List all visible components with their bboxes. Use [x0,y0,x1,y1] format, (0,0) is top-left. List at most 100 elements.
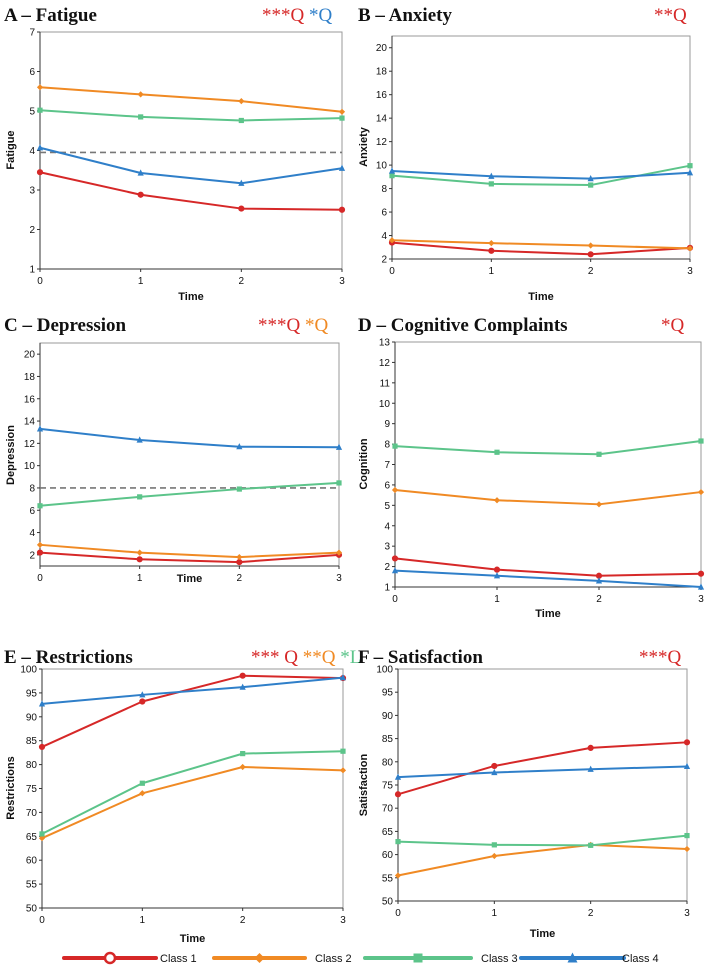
panel-e-class-3-series [39,748,346,837]
panel-e-class-3-point-2 [240,751,246,757]
panel-b-class-2-point-1 [488,240,495,247]
panel-c-ytick-4: 4 [29,528,35,539]
panel-d-class-3-line [394,440,702,456]
panel-c-class-3-line [39,481,340,507]
panel-d-xtick-2: 2 [596,594,602,605]
panel-c-xtick-0: 0 [37,573,43,584]
panel-e-class-2-series [38,763,347,842]
panel-f-class-4-point-3 [683,762,691,770]
panel-d-ytick-4: 4 [384,521,390,532]
panel-f-class-2-series [394,841,691,879]
panel-d-xtick-0: 0 [392,594,398,605]
panel-f-class-1-point-3 [683,739,691,746]
panel-b-plot-frame [391,35,691,260]
panel-a-ytick-6: 6 [29,67,35,78]
panel-b-xlabel: Time [528,291,553,303]
panel-f-significance: ***Q [639,647,682,668]
panel-c-class-4-point-0 [36,425,44,432]
panel-f-class-3-line [397,834,688,847]
legend-class-4-marker [567,952,578,963]
legend-class-1-label: Class 1 [160,953,197,965]
panel-e-class-2-point-2 [239,763,246,771]
panel-a-class-4-point-2 [238,179,245,186]
panel-b-class-2-point-2 [587,242,594,249]
panel-e-class-2-line [41,765,344,840]
panel-b-class-3-point-1 [488,181,494,187]
panel-a-class-1-point-3 [338,206,346,213]
panel-f-class-3-point-2 [588,842,594,848]
panel-c-class-1-point-2 [236,558,243,566]
panel-e-significance-3: *L [335,647,361,668]
panel-a-class-2-point-2 [238,98,245,105]
panel-e-ytick-70: 70 [26,808,38,819]
panel-c-class-2-point-1 [136,549,143,556]
panel-b-xtick-1: 1 [489,266,495,277]
panel-d-ytick-10: 10 [379,399,391,410]
panel-d-class-4-line [394,569,702,588]
panel-d-class-3-point-3 [698,438,704,444]
panel-f-class-4-point-2 [587,765,594,772]
panel-a-class-3-series [37,107,345,124]
panel-b-class-3-point-0 [389,173,395,179]
legend: Class 1 Class 2 Class 3 Class 4 [62,951,659,965]
panel-a-ytick-4: 4 [29,146,35,157]
panel-c-ytick-6: 6 [29,506,35,517]
panel-d-class-4-point-2 [595,577,603,584]
panel-a-class-2-point-0 [36,84,44,91]
panel-d-ytick-12: 12 [379,358,391,369]
panel-a-xtick-1: 1 [138,276,144,287]
panel-e-xtick-1: 1 [140,915,146,926]
panel-a-class-4-point-1 [137,169,144,176]
panel-c-ytick-20: 20 [24,350,36,361]
panel-d-class-1-point-3 [697,570,705,577]
panel-b-ytick-10: 10 [376,161,388,172]
panel-c-significance: ***Q *Q [258,315,328,336]
panel-d-ytick-3: 3 [384,542,390,553]
panel-c-title: C – Depression [4,315,127,336]
panel-d-class-2-point-0 [391,486,399,494]
panel-a-title: A – Fatigue [4,5,97,26]
panel-c-ytick-10: 10 [24,461,36,472]
panel-f-class-1-point-1 [491,762,498,770]
panel-e-significance: *** Q **Q *L [251,647,361,668]
panel-c-ytick-16: 16 [24,394,36,405]
panel-f-xtick-1: 1 [492,908,498,919]
panel-d-significance-1: *Q [661,315,685,336]
panel-a-class-1-point-1 [137,191,144,198]
panel-b-class-2-line [391,239,691,250]
panel-d-ytick-1: 1 [384,583,390,594]
panel-a-class-2-point-3 [338,108,346,115]
panel-e-significance-2: **Q [298,647,336,668]
panel-f-class-1-point-2 [587,744,594,751]
panel-f-ytick-65: 65 [382,827,394,838]
panel-e-class-2-point-0 [38,835,46,842]
panel-c-class-3-point-2 [236,486,242,492]
panel-e-ytick-80: 80 [26,760,38,771]
panel-c-xtick-3: 3 [336,573,342,584]
panel-c-class-3-point-3 [336,480,342,486]
panel-a-class-1-series [36,169,346,213]
legend-class-3-marker [413,953,423,963]
panel-e-class-4-line [41,676,344,705]
panel-f-class-4-point-1 [491,768,498,776]
panel-b-ytick-4: 4 [381,231,387,242]
panel-f-xtick-3: 3 [684,908,690,919]
panel-a-significance-2: *Q [304,5,332,26]
panel-f-class-3-point-1 [491,842,497,848]
panel-b-ytick-14: 14 [376,114,388,125]
panel-a-significance-1: ***Q [262,5,305,26]
panel-e-xlabel: Time [180,933,205,945]
panel-f-class-1-line [397,741,688,796]
panel-e-class-2-point-3 [339,767,347,774]
panel-c-plot-frame [39,342,340,567]
panel-d-class-3-series [392,438,704,457]
panel-f-ytick-100: 100 [376,665,393,676]
panel-a-class-3-point-1 [138,114,144,120]
panel-c-class-4-series [36,425,343,450]
panel-d-title: D – Cognitive Complaints [358,315,568,336]
panel-e-xtick-2: 2 [240,915,246,926]
panel-c-significance-2: *Q [300,315,328,336]
panel-c-class-4-point-3 [335,443,343,450]
panel-b-class-2-point-0 [388,237,396,244]
